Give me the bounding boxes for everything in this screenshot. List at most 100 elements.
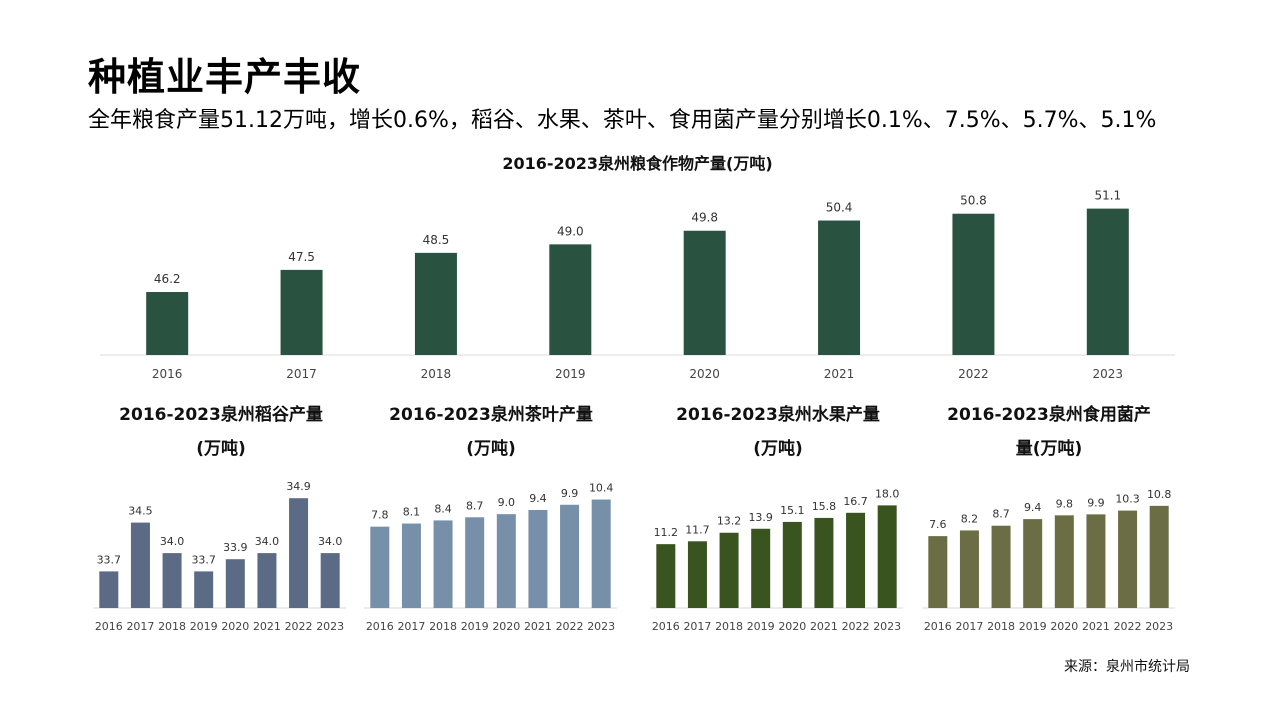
fungi-data-label-2022: 10.3 <box>1115 493 1140 506</box>
tea-bar-2018 <box>433 520 453 608</box>
grain-data-label-2023: 51.1 <box>1094 189 1121 203</box>
fruit-data-label-2021: 15.8 <box>812 500 837 513</box>
tea-data-label-2016: 7.8 <box>371 509 389 522</box>
fruit-bar-2018 <box>719 532 739 608</box>
fungi-chart-title: 2016-2023泉州食用菌产 量(万吨) <box>924 398 1174 466</box>
grain-chart: 46.2 2016 47.5 2017 48.5 2018 49.0 2019 49.8 2020… <box>100 189 1175 381</box>
rice-bar-2017 <box>130 522 150 608</box>
fungi-tick-label-2023: 2023 <box>1145 620 1173 633</box>
grain-chart-title: 2016-2023泉州粮食作物产量(万吨) <box>502 154 773 173</box>
grain-tick-label-2020: 2020 <box>689 367 720 381</box>
fruit-tick-label-2018: 2018 <box>715 620 743 633</box>
rice-data-label-2016: 33.7 <box>97 553 122 566</box>
grain-data-label-2016: 46.2 <box>154 272 181 286</box>
rice-bar-2020 <box>225 559 245 608</box>
tea-data-label-2018: 8.4 <box>434 502 452 515</box>
fruit-bar-2021 <box>814 517 834 608</box>
tea-chart-title-line2: (万吨) <box>466 439 516 459</box>
fruit-data-label-2019: 13.9 <box>748 511 773 524</box>
fruit-chart-title: 2016-2023泉州水果产量 (万吨) <box>653 398 903 466</box>
tea-tick-label-2020: 2020 <box>492 620 520 633</box>
fungi-chart: 7.6 2016 8.2 2017 8.7 2018 9.4 2019 9.8 2020 9.9 20… <box>922 488 1175 633</box>
fruit-data-label-2016: 11.2 <box>654 526 679 539</box>
fungi-data-label-2017: 8.2 <box>961 512 979 525</box>
rice-bar-2022 <box>289 498 309 608</box>
tea-tick-label-2019: 2019 <box>461 620 489 633</box>
tea-tick-label-2023: 2023 <box>587 620 615 633</box>
rice-data-label-2022: 34.9 <box>286 480 311 493</box>
tea-tick-label-2022: 2022 <box>556 620 584 633</box>
fruit-bar-2016 <box>656 544 676 608</box>
source-note: 来源：泉州市统计局 <box>1064 659 1190 675</box>
fruit-chart: 11.2 2016 11.7 2017 13.2 2018 13.9 2019 15.1 2020… <box>650 487 903 633</box>
grain-bar-2023 <box>1086 208 1129 355</box>
fungi-bar-2016 <box>928 536 948 608</box>
grain-data-label-2019: 49.0 <box>557 224 584 238</box>
fungi-tick-label-2018: 2018 <box>987 620 1015 633</box>
page-title: 种植业丰产丰收 <box>88 55 362 99</box>
fungi-bar-2017 <box>959 530 979 608</box>
tea-bar-2022 <box>560 504 580 608</box>
fruit-bar-2020 <box>782 521 802 608</box>
fruit-data-label-2018: 13.2 <box>717 515 742 528</box>
grain-tick-label-2017: 2017 <box>286 367 317 381</box>
grain-bar-2019 <box>549 244 592 355</box>
fungi-tick-label-2020: 2020 <box>1050 620 1078 633</box>
fungi-tick-label-2022: 2022 <box>1114 620 1142 633</box>
fungi-tick-label-2021: 2021 <box>1082 620 1110 633</box>
fungi-chart-title-line2: 量(万吨) <box>1015 439 1083 459</box>
fungi-bar-2021 <box>1086 514 1106 608</box>
fruit-data-label-2020: 15.1 <box>780 504 805 517</box>
tea-bar-2017 <box>401 523 421 608</box>
fungi-bar-2022 <box>1118 510 1138 608</box>
fungi-bar-2023 <box>1149 505 1169 608</box>
fungi-chart-title-line1: 2016-2023泉州食用菌产 <box>947 405 1151 425</box>
fruit-tick-label-2016: 2016 <box>652 620 680 633</box>
rice-tick-label-2022: 2022 <box>285 620 313 633</box>
fungi-tick-label-2019: 2019 <box>1019 620 1047 633</box>
fungi-bar-2020 <box>1054 515 1074 608</box>
rice-tick-label-2019: 2019 <box>190 620 218 633</box>
grain-data-label-2017: 47.5 <box>288 250 315 264</box>
rice-bar-2016 <box>99 571 119 608</box>
grain-bar-2018 <box>414 252 457 355</box>
tea-tick-label-2017: 2017 <box>397 620 425 633</box>
grain-data-label-2021: 50.4 <box>826 201 853 215</box>
rice-data-label-2021: 34.0 <box>255 535 280 548</box>
fruit-tick-label-2022: 2022 <box>842 620 870 633</box>
fruit-data-label-2022: 16.7 <box>843 495 868 508</box>
fungi-data-label-2019: 9.4 <box>1024 501 1042 514</box>
rice-tick-label-2017: 2017 <box>126 620 154 633</box>
tea-tick-label-2018: 2018 <box>429 620 457 633</box>
fruit-data-label-2017: 11.7 <box>685 523 710 536</box>
tea-data-label-2023: 10.4 <box>589 482 614 495</box>
rice-bar-2023 <box>320 553 340 608</box>
fruit-bar-2017 <box>687 541 707 608</box>
grain-tick-label-2022: 2022 <box>958 367 989 381</box>
fruit-tick-label-2019: 2019 <box>747 620 775 633</box>
rice-chart-title-line2: (万吨) <box>196 439 246 459</box>
rice-data-label-2023: 34.0 <box>318 535 343 548</box>
tea-chart-title-line1: 2016-2023泉州茶叶产量 <box>389 405 593 425</box>
tea-data-label-2019: 8.7 <box>466 499 484 512</box>
tea-bar-2021 <box>528 509 548 608</box>
rice-data-label-2019: 33.7 <box>191 553 216 566</box>
fungi-bar-2018 <box>991 525 1011 608</box>
rice-tick-label-2021: 2021 <box>253 620 281 633</box>
grain-tick-label-2021: 2021 <box>824 367 855 381</box>
grain-bar-2021 <box>818 220 861 355</box>
tea-bar-2019 <box>465 517 485 608</box>
fruit-tick-label-2021: 2021 <box>810 620 838 633</box>
fruit-data-label-2023: 18.0 <box>875 487 900 500</box>
rice-bar-2018 <box>162 553 182 608</box>
grain-data-label-2022: 50.8 <box>960 194 987 208</box>
grain-bar-2022 <box>952 213 995 355</box>
rice-bar-2021 <box>257 553 277 608</box>
tea-bar-2023 <box>591 499 611 608</box>
tea-chart: 7.8 2016 8.1 2017 8.4 2018 8.7 2019 9.0 2020 9.4 20… <box>364 482 617 633</box>
tea-bar-2016 <box>370 526 390 608</box>
rice-chart-title: 2016-2023泉州稻谷产量 (万吨) <box>96 398 346 466</box>
fungi-tick-label-2017: 2017 <box>955 620 983 633</box>
grain-data-label-2020: 49.8 <box>691 211 718 225</box>
grain-data-label-2018: 48.5 <box>423 233 450 247</box>
